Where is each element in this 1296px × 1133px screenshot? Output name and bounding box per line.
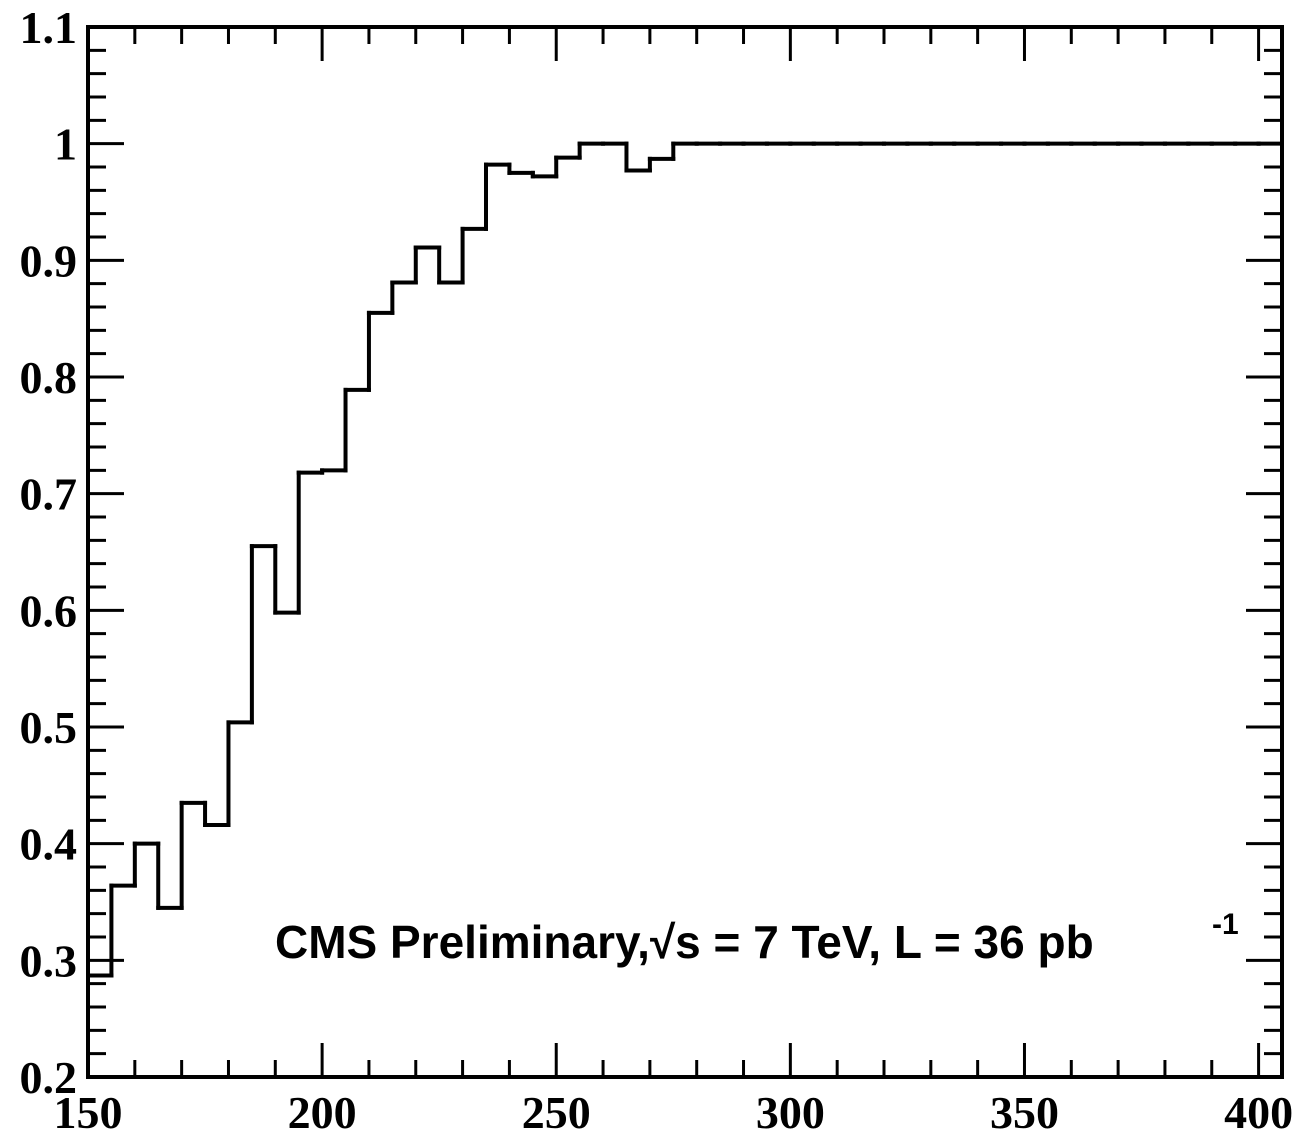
x-tick-label: 250 bbox=[522, 1087, 591, 1133]
x-tick-label: 300 bbox=[756, 1087, 825, 1133]
x-tick-label: 400 bbox=[1224, 1087, 1293, 1133]
y-tick-label: 1.1 bbox=[20, 2, 78, 53]
x-tick-label: 150 bbox=[54, 1087, 123, 1133]
y-tick-label: 0.9 bbox=[20, 235, 78, 286]
y-tick-label: 0.7 bbox=[20, 469, 78, 520]
annotation-superscript: -1 bbox=[1212, 908, 1239, 941]
y-tick-label: 0.2 bbox=[20, 1052, 78, 1103]
y-tick-label: 0.6 bbox=[20, 585, 78, 636]
y-tick-label: 0.3 bbox=[20, 935, 78, 986]
y-tick-label: 0.4 bbox=[20, 819, 78, 870]
y-tick-label: 1 bbox=[54, 119, 77, 170]
y-tick-label: 0.5 bbox=[20, 702, 78, 753]
y-tick-label: 0.8 bbox=[20, 352, 78, 403]
plot-frame bbox=[86, 25, 1284, 1079]
annotation: CMS Preliminary,√s = 7 TeV, L = 36 pb bbox=[275, 916, 1094, 968]
x-tick-label: 350 bbox=[990, 1087, 1059, 1133]
x-tick-label: 200 bbox=[288, 1087, 357, 1133]
